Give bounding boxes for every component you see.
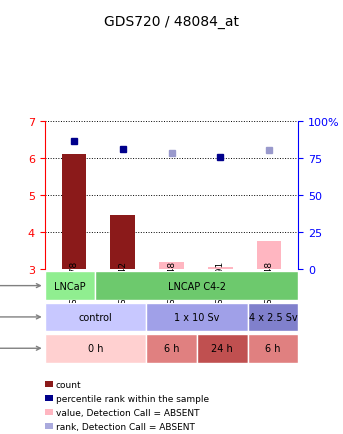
Text: LNCAP C4-2: LNCAP C4-2	[168, 281, 226, 291]
Text: dose: dose	[0, 312, 40, 322]
Text: count: count	[56, 380, 82, 389]
Text: 6 h: 6 h	[265, 343, 281, 353]
FancyBboxPatch shape	[196, 270, 245, 300]
Bar	[110, 216, 135, 269]
Text: GSM11791: GSM11791	[216, 260, 225, 309]
FancyBboxPatch shape	[49, 270, 98, 300]
Text: GDS720 / 48084_at: GDS720 / 48084_at	[104, 15, 239, 29]
Text: control: control	[79, 312, 112, 322]
Text: GSM11878: GSM11878	[69, 260, 79, 309]
Bar	[45, 303, 146, 332]
Bar	[45, 334, 146, 363]
Bar	[146, 303, 248, 332]
Text: 1 x 10 Sv: 1 x 10 Sv	[174, 312, 220, 322]
Text: GSM11748: GSM11748	[167, 260, 176, 309]
Bar	[248, 334, 298, 363]
Text: 6 h: 6 h	[164, 343, 179, 353]
Bar	[257, 241, 281, 269]
Bar	[95, 272, 298, 300]
Bar	[208, 267, 233, 269]
FancyBboxPatch shape	[245, 270, 294, 300]
Bar	[45, 272, 95, 300]
Bar	[159, 263, 184, 269]
Text: 4 x 2.5 Sv: 4 x 2.5 Sv	[249, 312, 297, 322]
Text: percentile rank within the sample: percentile rank within the sample	[56, 394, 209, 403]
Text: 0 h: 0 h	[87, 343, 103, 353]
Bar	[146, 334, 197, 363]
Text: GSM11742: GSM11742	[118, 260, 127, 309]
Bar	[62, 155, 86, 269]
Text: GSM11848: GSM11848	[264, 260, 274, 309]
Bar	[248, 303, 298, 332]
Text: 24 h: 24 h	[211, 343, 233, 353]
Text: value, Detection Call = ABSENT: value, Detection Call = ABSENT	[56, 408, 199, 417]
FancyBboxPatch shape	[147, 270, 196, 300]
Text: cell line: cell line	[0, 281, 40, 291]
FancyBboxPatch shape	[98, 270, 147, 300]
Text: LNCaP: LNCaP	[54, 281, 86, 291]
Bar	[197, 334, 248, 363]
Text: time: time	[0, 343, 40, 353]
Text: rank, Detection Call = ABSENT: rank, Detection Call = ABSENT	[56, 422, 195, 431]
